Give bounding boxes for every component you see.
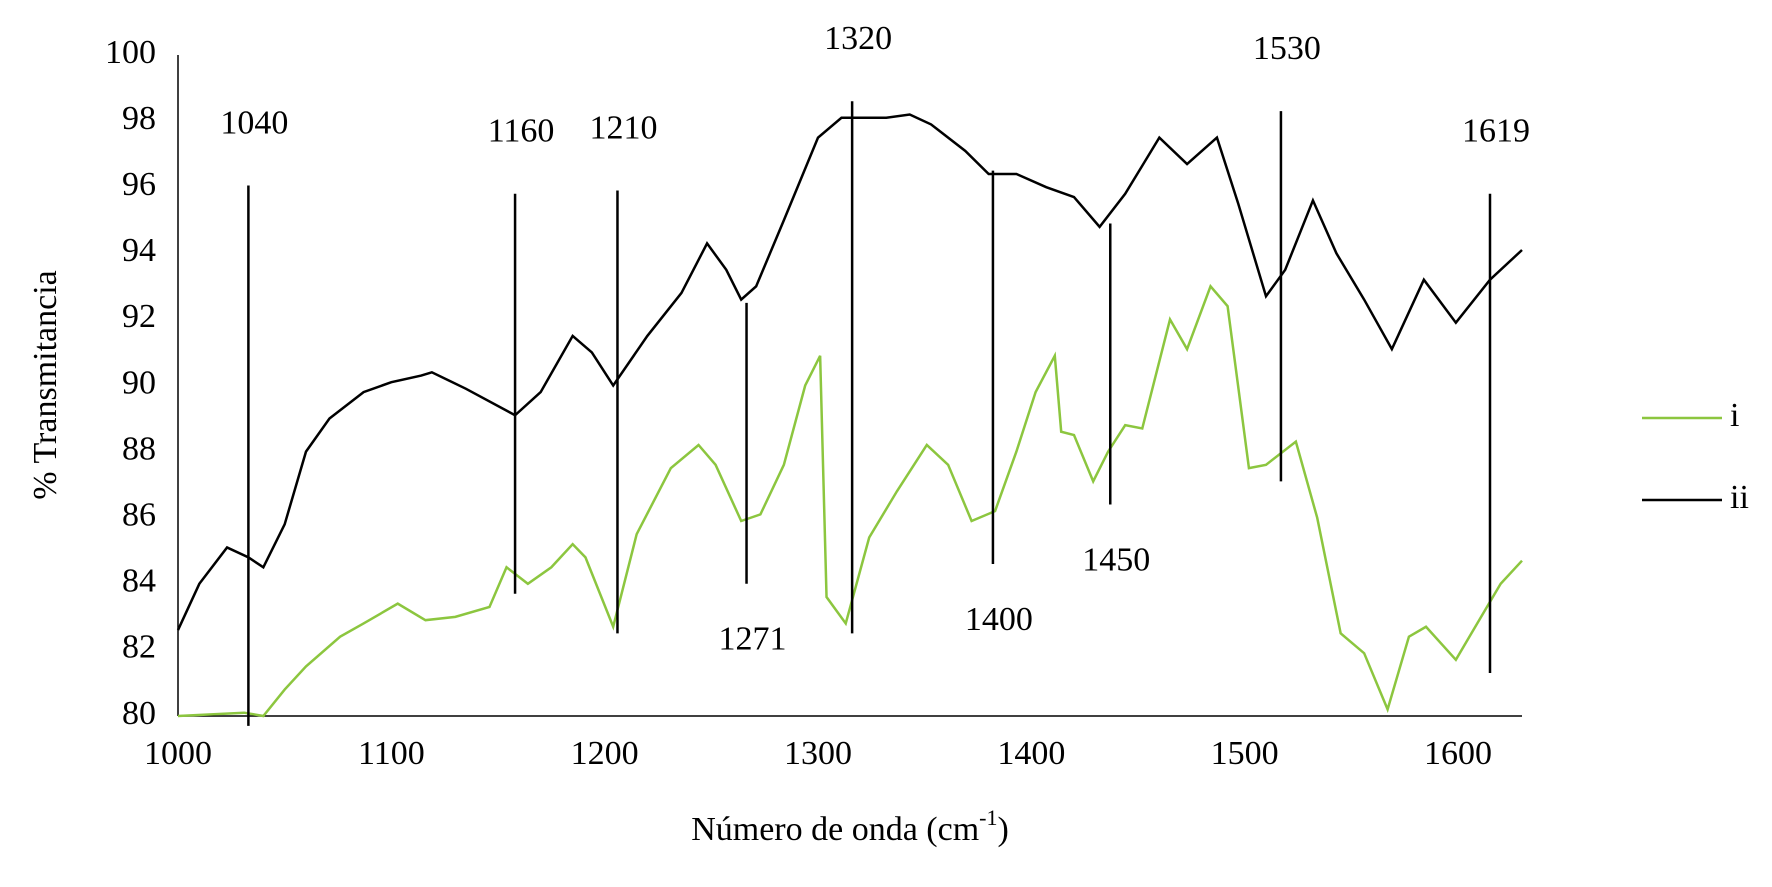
x-axis-title-part: ) — [997, 811, 1008, 848]
annotation-label: 1530 — [1253, 30, 1321, 67]
y-tick-label: 90 — [122, 364, 156, 401]
series-line — [177, 283, 1523, 718]
x-tick-label: 1100 — [358, 735, 425, 772]
annotation-label: 1271 — [719, 621, 787, 658]
series-line — [176, 113, 1523, 631]
annotation-label: 1210 — [589, 109, 657, 146]
y-tick-label: 98 — [122, 100, 156, 137]
y-axis-title: % Transmitancia — [27, 270, 64, 499]
y-tick-label: 100 — [105, 34, 156, 71]
annotation-label: 1619 — [1462, 113, 1530, 150]
y-tick-label: 86 — [122, 496, 156, 533]
annotation-label: 1160 — [488, 113, 555, 150]
x-tick-label: 1300 — [784, 735, 852, 772]
x-tick-label: 1000 — [144, 735, 212, 772]
y-tick-label: 92 — [122, 298, 156, 335]
x-axis-title-sup: -1 — [979, 805, 997, 830]
x-tick-label: 1500 — [1211, 735, 1279, 772]
y-tick-label: 82 — [122, 629, 156, 666]
y-tick-label: 84 — [122, 563, 156, 600]
x-tick-label: 1200 — [571, 735, 639, 772]
x-tick-label: 1400 — [997, 735, 1065, 772]
x-tick-label: 1600 — [1424, 735, 1492, 772]
y-tick-label: 94 — [122, 232, 156, 269]
legend-label: ii — [1730, 479, 1749, 516]
y-tick-label: 96 — [122, 166, 156, 203]
y-tick-label: 88 — [122, 430, 156, 467]
legend-label: i — [1730, 397, 1739, 434]
x-axis-title-part: Número de onda (cm — [691, 811, 979, 848]
annotation-label: 1040 — [220, 104, 288, 141]
annotation-label: 1400 — [965, 601, 1033, 638]
x-axis-title: Número de onda (cm-1) — [691, 805, 1009, 848]
y-tick-label: 80 — [122, 695, 156, 732]
annotation-label: 1450 — [1082, 541, 1150, 578]
annotation-label: 1320 — [824, 20, 892, 57]
